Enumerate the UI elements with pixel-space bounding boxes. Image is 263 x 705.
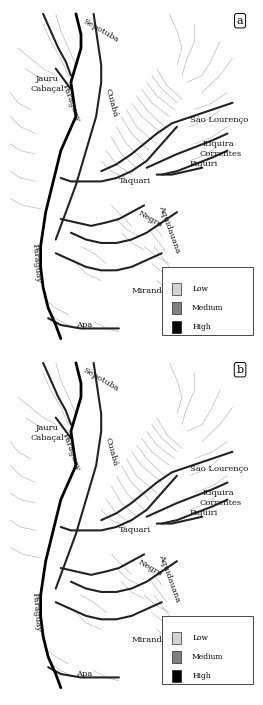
Text: Low: Low (192, 634, 208, 642)
Text: Jauru: Jauru (36, 424, 59, 432)
Bar (172, 670, 181, 682)
Text: Medium: Medium (192, 653, 224, 661)
Bar (162, 267, 253, 336)
Text: Cabaçal: Cabaçal (31, 434, 64, 442)
Bar (172, 321, 181, 333)
Text: Piquiri: Piquiri (190, 160, 218, 168)
Text: Cuiabá: Cuiabá (104, 87, 119, 118)
Text: São Lourenço: São Lourenço (190, 465, 248, 473)
Text: Correntes: Correntes (200, 499, 242, 507)
Text: High: High (192, 672, 211, 680)
Bar (162, 616, 253, 685)
Text: Cuiabá: Cuiabá (104, 436, 119, 467)
Text: Apa: Apa (76, 670, 92, 678)
Text: a: a (237, 16, 243, 25)
Text: Taquari: Taquari (119, 178, 151, 185)
Text: Sepotuba: Sepotuba (81, 367, 120, 393)
Text: Miranda: Miranda (132, 636, 167, 644)
Text: Miranda: Miranda (132, 287, 167, 295)
Text: Correntes: Correntes (200, 150, 242, 158)
Text: Paraguay: Paraguay (31, 592, 42, 632)
Text: Apa: Apa (76, 321, 92, 329)
Text: Itiquira: Itiquira (202, 140, 234, 148)
Text: High: High (192, 323, 211, 331)
Text: b: b (236, 364, 244, 374)
Text: Cabaçal: Cabaçal (31, 85, 64, 93)
Bar (172, 283, 181, 295)
Text: Negro: Negro (136, 209, 164, 229)
Bar (172, 302, 181, 314)
Text: Piquiri: Piquiri (190, 509, 218, 517)
Text: Negro: Negro (136, 558, 164, 578)
Text: Aquidauana: Aquidauana (157, 553, 181, 603)
Text: Low: Low (192, 285, 208, 293)
Bar (172, 632, 181, 644)
Bar (172, 651, 181, 663)
Text: São Lourenço: São Lourenço (190, 116, 248, 124)
Text: Itiquira: Itiquira (202, 489, 234, 497)
Text: Taquari: Taquari (119, 527, 151, 534)
Text: Medium: Medium (192, 304, 224, 312)
Text: Paraguay: Paraguay (61, 432, 82, 472)
Text: Aquidauana: Aquidauana (157, 204, 181, 255)
Text: Paraguay: Paraguay (61, 83, 82, 123)
Text: Jauru: Jauru (36, 75, 59, 83)
Text: Sepotuba: Sepotuba (81, 18, 120, 44)
Text: Paraguay: Paraguay (31, 243, 42, 283)
